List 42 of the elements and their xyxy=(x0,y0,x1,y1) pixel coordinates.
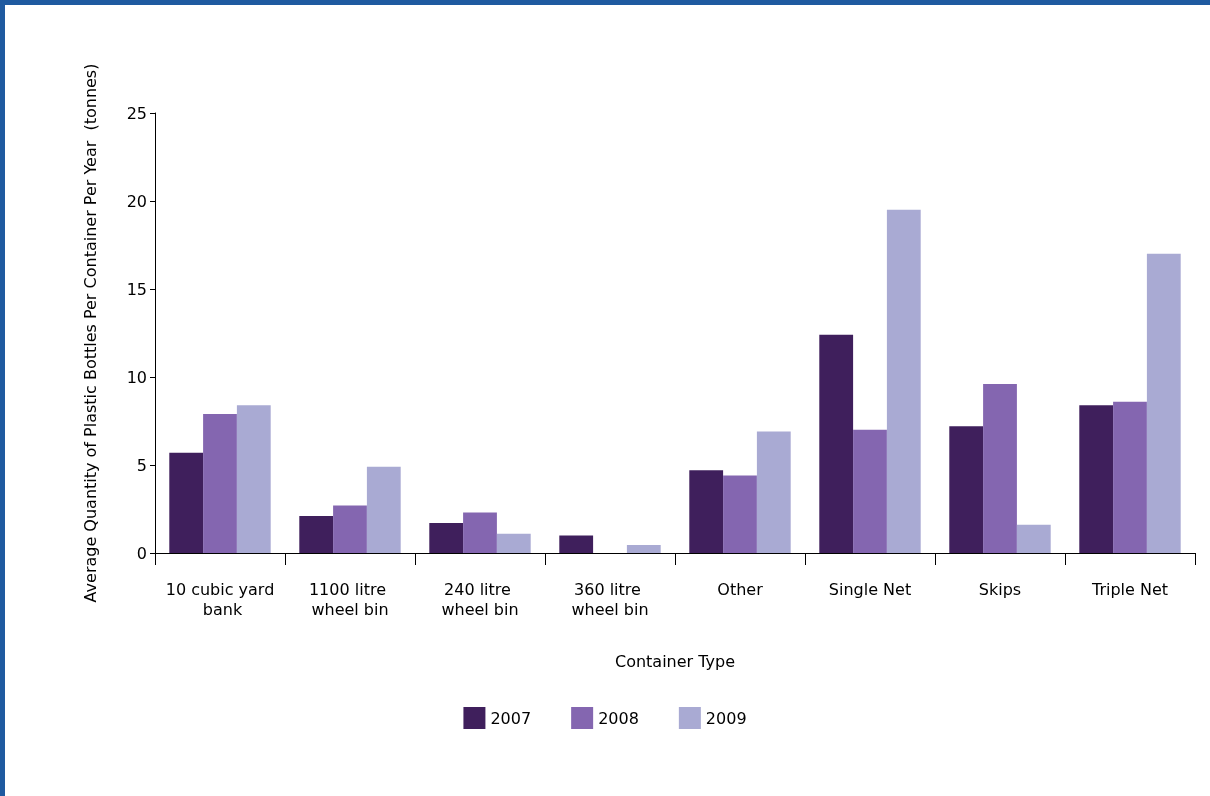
legend-label: 2007 xyxy=(490,708,532,728)
y-tick-label: 15 xyxy=(126,279,147,299)
x-tick-label: Skips xyxy=(978,579,1022,599)
bar xyxy=(949,426,984,553)
bar xyxy=(203,413,237,553)
x-tick-label: Other xyxy=(717,579,764,599)
x-tick-label: 10 cubic yard bank xyxy=(165,579,275,619)
x-tick-label: 360 litre wheel bin xyxy=(571,579,649,619)
legend-label: 2009 xyxy=(705,708,747,728)
x-tick-label: 240 litre wheel bin xyxy=(441,579,519,619)
x-tick-label: Triple Net xyxy=(1090,579,1169,599)
bar xyxy=(429,523,464,553)
bar xyxy=(886,209,921,553)
bar xyxy=(1113,401,1147,553)
y-tick-label: 20 xyxy=(126,191,147,211)
y-axis-title: Average Quantity of Plastic Bottles Per Container Per Year (tonnes) xyxy=(80,63,100,603)
bar xyxy=(496,533,531,553)
legend-label: 2008 xyxy=(598,708,639,728)
bar xyxy=(1016,524,1051,553)
bar xyxy=(236,405,271,553)
x-tick-label: Single Net xyxy=(828,579,912,599)
x-axis-title: Container Type xyxy=(614,651,736,671)
y-tick-label: 5 xyxy=(136,455,147,475)
bar xyxy=(853,429,887,553)
bar xyxy=(723,475,757,553)
bar xyxy=(626,545,661,553)
bar xyxy=(1146,253,1181,553)
bar xyxy=(333,505,367,553)
bar xyxy=(366,466,401,553)
bar xyxy=(559,535,594,553)
bar xyxy=(756,431,791,553)
bar xyxy=(983,384,1017,553)
bar xyxy=(819,334,854,553)
y-tick-label: 25 xyxy=(126,103,147,123)
bar xyxy=(299,516,334,553)
bar xyxy=(1079,405,1114,553)
x-tick-label: 1100 litre wheel bin xyxy=(308,579,392,619)
bar xyxy=(463,512,497,553)
y-tick-label: 0 xyxy=(136,543,147,563)
bar xyxy=(689,470,724,553)
y-tick-label: 10 xyxy=(126,367,147,387)
bar xyxy=(169,452,204,553)
